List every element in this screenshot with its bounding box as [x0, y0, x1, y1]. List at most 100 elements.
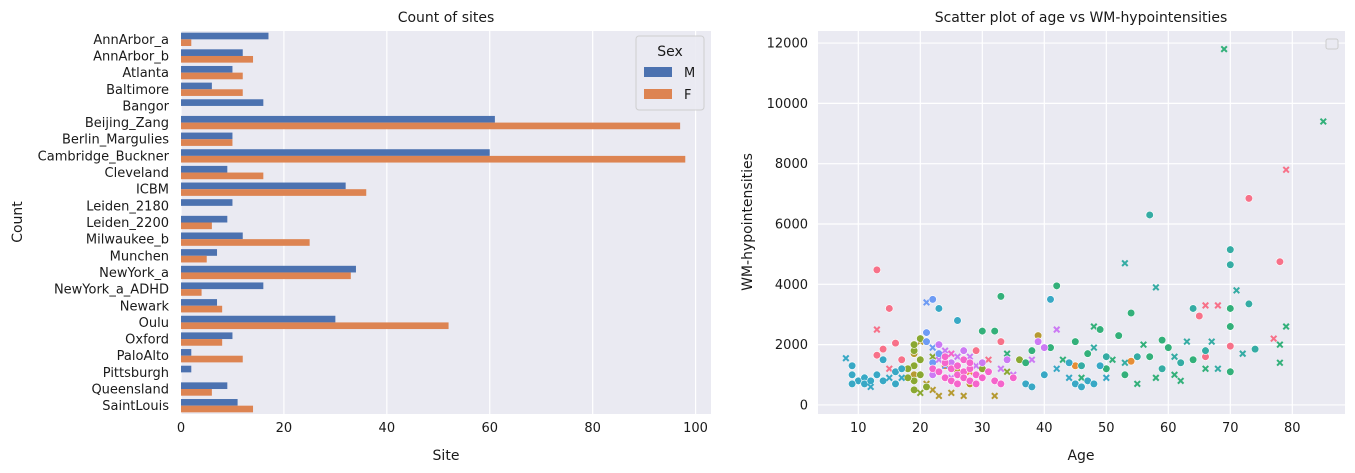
scatter-point: [978, 358, 987, 367]
scatter-point: [1120, 370, 1129, 379]
bar-category-label: Leiden_2180: [86, 199, 169, 214]
scatter-point-x: [1208, 338, 1216, 346]
scatter-y-tick-label: 10000: [767, 97, 808, 112]
scatter-point: [872, 265, 882, 274]
scatter-point-x: [947, 389, 955, 397]
scatter-point: [1145, 210, 1154, 220]
scatter-point: [978, 373, 987, 382]
scatter-point: [1126, 308, 1136, 318]
bar-f: [181, 389, 212, 396]
bar-legend: Sex M F: [635, 35, 705, 111]
scatter-point: [1021, 358, 1030, 367]
scatter-y-tick-label: 0: [800, 398, 808, 413]
scatter-point: [1226, 260, 1235, 269]
scatter-point: [1226, 304, 1235, 313]
scatter-point-x: [1053, 365, 1061, 373]
bar-f: [181, 339, 223, 346]
scatter-point-x: [873, 326, 881, 334]
scatter-point-x: [1214, 301, 1222, 309]
bar-category-label: Queensland: [91, 383, 169, 398]
bar-x-tick-label: 20: [276, 421, 293, 436]
scatter-point-x: [941, 347, 949, 355]
scatter-point: [1040, 343, 1049, 352]
bar-m: [181, 182, 346, 190]
scatter-point-x: [929, 344, 937, 352]
scatter-point-x: [1319, 117, 1327, 125]
bar-f: [181, 55, 254, 63]
scatter-point-x: [929, 386, 937, 394]
scatter-point: [1157, 364, 1167, 373]
scatter-point-x: [885, 365, 893, 373]
scatter-y-axis-label: WM-hypointensities: [740, 153, 756, 291]
scatter-x-tick-label: 60: [1160, 421, 1177, 436]
scatter-point-x: [953, 353, 962, 361]
scatter-point: [1244, 194, 1253, 203]
scatter-point-x: [972, 362, 980, 370]
bar-m: [181, 399, 238, 406]
scatter-point-x: [1183, 338, 1191, 346]
bar-f: [181, 272, 351, 280]
scatter-y-tick-labels: 0 2000 4000 6000 8000 10000 12000: [767, 37, 808, 414]
scatter-point-x: [1003, 368, 1011, 376]
bar-m: [181, 349, 192, 356]
scatter-y-tick-label: 2000: [775, 338, 808, 353]
scatter-point-x: [1003, 350, 1011, 358]
scatter-point-x: [997, 365, 1005, 373]
scatter-point: [1250, 345, 1260, 354]
bar-category-label: Munchen: [110, 249, 169, 264]
bar-m: [181, 49, 243, 56]
scatter-point: [1052, 281, 1061, 290]
scatter-point: [971, 379, 981, 388]
bar-category-label: Baltimore: [106, 83, 169, 98]
scatter-point-x: [916, 389, 924, 397]
bar-f: [181, 355, 243, 363]
scatter-point-x: [1270, 335, 1278, 343]
scatter-point: [866, 376, 875, 385]
bar-x-tick-label: 100: [683, 421, 708, 436]
bar-m: [181, 82, 212, 90]
bar-x-tick-label: 60: [481, 421, 498, 436]
scatter-empty-legend: [1325, 38, 1339, 50]
bar-f: [181, 222, 212, 230]
scatter-point-x: [935, 356, 943, 364]
bar-category-label: ICBM: [136, 183, 169, 198]
bar-f: [181, 122, 681, 130]
scatter-point-x: [1282, 323, 1290, 331]
scatter-point-x: [960, 392, 968, 400]
scatter-point: [1071, 337, 1080, 346]
bar-category-label: AnnArbor_b: [93, 49, 169, 64]
scatter-point: [922, 328, 931, 337]
scatter-point: [1195, 311, 1204, 321]
bar-f: [181, 139, 233, 146]
scatter-point: [1095, 325, 1105, 334]
scatter-point: [996, 379, 1006, 388]
bar-f: [181, 239, 310, 246]
scatter-point: [1176, 358, 1185, 367]
scatter-point-x: [898, 374, 906, 382]
scatter-point: [1027, 346, 1036, 355]
bar-m: [181, 315, 336, 323]
scatter-chart-panel: 10 20 30 40 50 60 70 80 0 2000 4000 6000 8000 10000 1…: [740, 10, 1345, 464]
bar-category-label: SaintLouis: [102, 399, 169, 414]
scatter-point-x: [984, 356, 993, 364]
scatter-point: [916, 355, 925, 364]
scatter-chart-title: Scatter plot of age vs WM-hypointensitie…: [935, 10, 1228, 26]
scatter-point: [978, 326, 987, 336]
scatter-point: [1145, 352, 1154, 361]
scatter-point: [878, 345, 888, 354]
scatter-point: [903, 373, 913, 382]
bar-m: [181, 32, 269, 40]
bar-category-label: Pittsburgh: [103, 366, 169, 381]
bar-f: [181, 322, 449, 330]
scatter-point-x: [1053, 326, 1061, 334]
scatter-point-x: [1133, 380, 1141, 388]
scatter-plot-background: [818, 31, 1345, 414]
scatter-point-x: [1201, 365, 1210, 373]
scatter-point: [1201, 346, 1210, 355]
bar-m: [181, 232, 243, 240]
bar-category-label: AnnArbor_a: [93, 33, 169, 48]
scatter-point: [996, 292, 1006, 301]
scatter-point: [909, 385, 919, 394]
